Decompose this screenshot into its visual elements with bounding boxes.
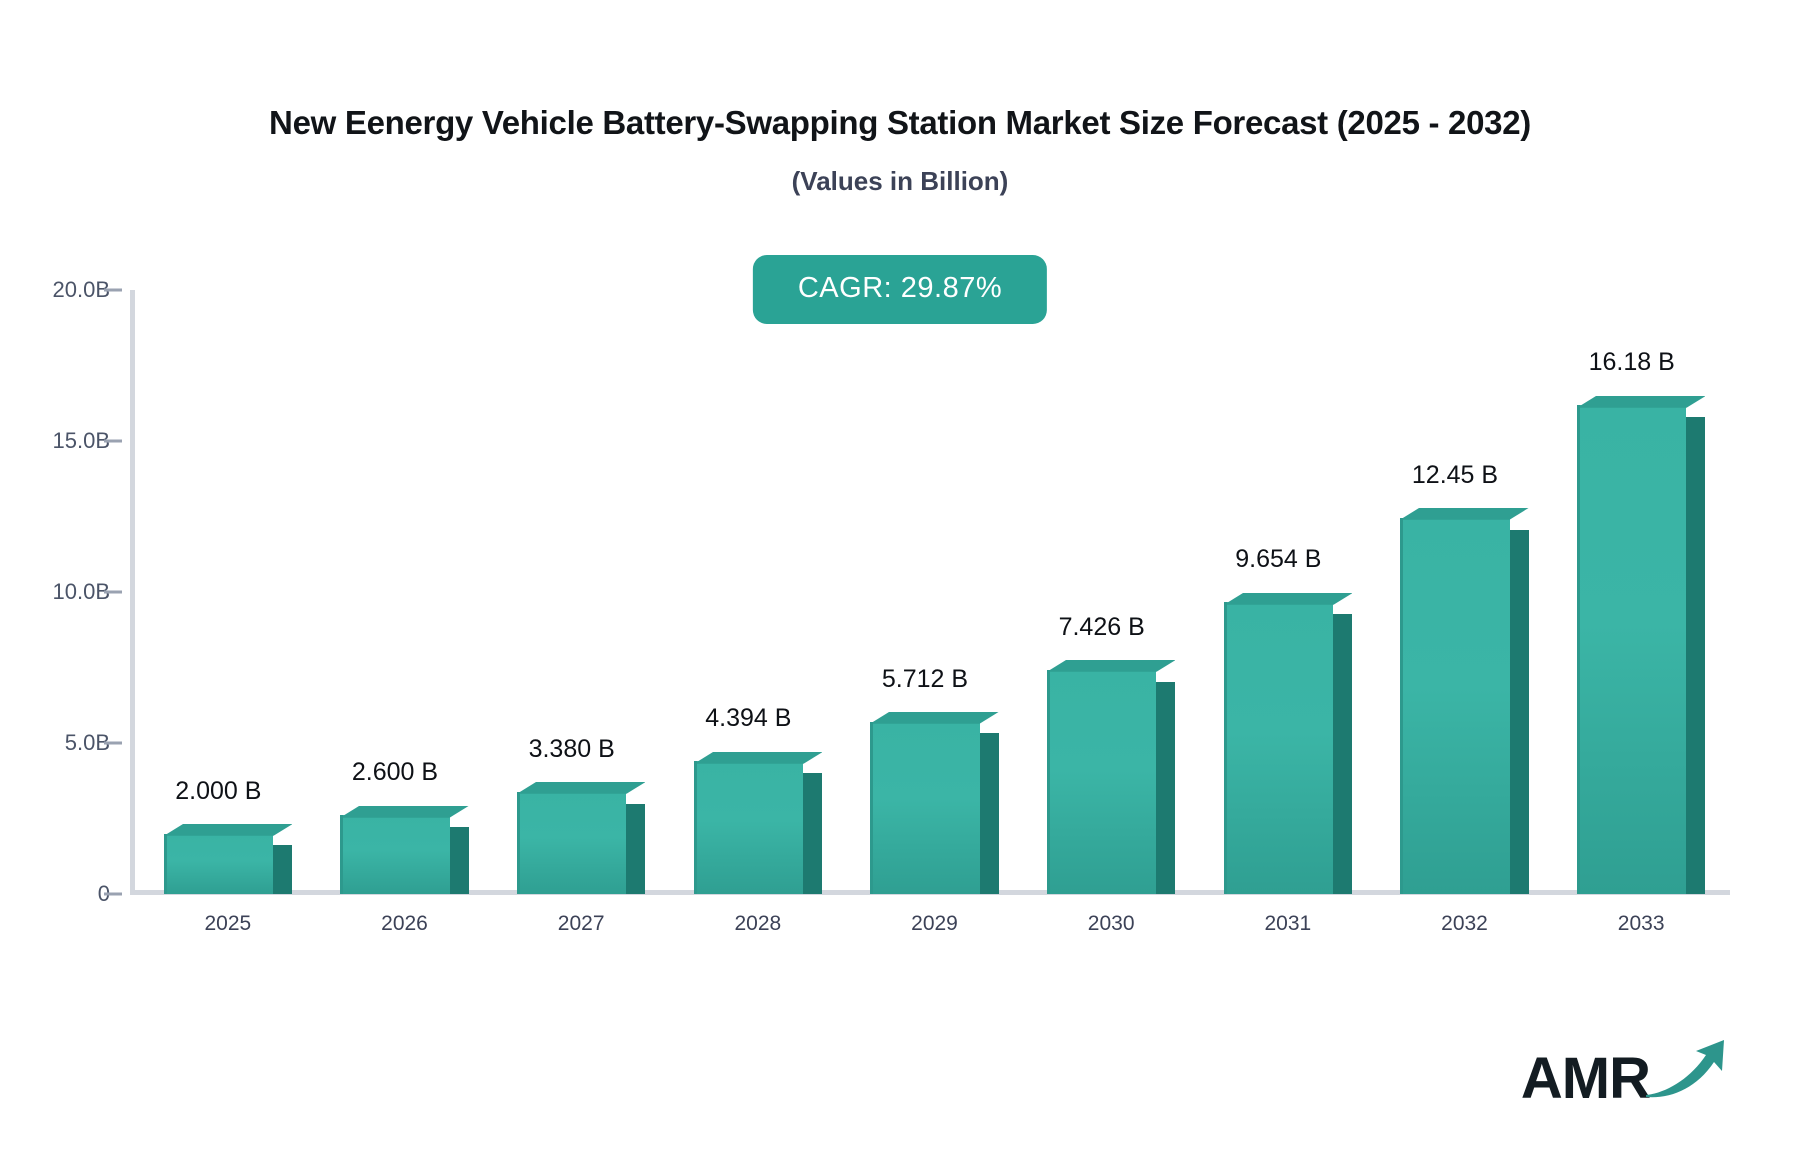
bar-value-label: 7.426 B xyxy=(1058,612,1145,641)
bar-2029[interactable]: 5.712 B xyxy=(870,665,999,894)
bar-side-face xyxy=(449,827,469,894)
y-axis-tick-label: 15.0B xyxy=(52,428,111,453)
bar-front-face xyxy=(340,815,450,894)
plot-area: 2.000 B 2.600 B 3.380 B 4.394 B 5.712 B 7.426… xyxy=(130,290,1720,894)
bar-side-face xyxy=(1686,417,1706,894)
y-axis-tick-mark xyxy=(104,590,122,594)
bar-left-edge xyxy=(163,833,167,894)
bar-value-label: 2.000 B xyxy=(175,776,262,805)
bar-top-face xyxy=(340,805,469,818)
bar-2032[interactable]: 12.45 B xyxy=(1400,461,1529,894)
x-axis-label-2028: 2028 xyxy=(734,912,782,935)
x-axis-label-2030: 2030 xyxy=(1087,912,1135,935)
bar-2027[interactable]: 3.380 B xyxy=(516,735,646,894)
bar-value-label: 16.18 B xyxy=(1588,348,1675,377)
bar-2028[interactable]: 4.394 B xyxy=(693,704,823,894)
y-axis-tick-mark xyxy=(104,741,122,745)
y-axis-tick-label: 20.0B xyxy=(52,277,111,302)
x-axis-label-2025: 2025 xyxy=(204,912,252,935)
bar-side-face xyxy=(803,773,823,894)
bar-left-edge xyxy=(693,761,697,894)
bar-value-label: 3.380 B xyxy=(528,734,615,763)
bar-side-face xyxy=(273,845,293,894)
bar-2025[interactable]: 2.000 B xyxy=(163,777,293,894)
y-axis-tick-mark xyxy=(104,439,122,443)
chart-subtitle: (Values in Billion) xyxy=(791,166,1009,196)
cagr-badge: CAGR: 29.87% xyxy=(752,255,1048,324)
bar-front-face xyxy=(163,833,274,894)
x-axis-label-2032: 2032 xyxy=(1441,912,1488,935)
bar-side-face xyxy=(626,803,646,894)
x-axis-label-2033: 2033 xyxy=(1617,912,1665,935)
y-axis-tick-label: 0 xyxy=(0,881,110,907)
bar-front-face xyxy=(870,721,980,894)
y-axis-tick-label: 10.0B xyxy=(52,579,111,604)
bar-side-face xyxy=(1509,529,1529,894)
bar-side-face xyxy=(1156,681,1176,894)
bar-value-label: 9.654 B xyxy=(1235,545,1322,574)
y-axis-line xyxy=(130,290,135,894)
bar-front-face xyxy=(1576,405,1687,894)
bar-value-label: 4.394 B xyxy=(705,704,792,733)
x-axis-label-2027: 2027 xyxy=(557,912,605,935)
y-axis-tick-label: 5.0B xyxy=(64,730,110,755)
bar-top-face xyxy=(1576,395,1706,408)
bar-front-face xyxy=(1046,669,1157,894)
bar-left-edge xyxy=(870,721,874,894)
bar-left-edge xyxy=(340,815,344,894)
x-axis-label-2031: 2031 xyxy=(1264,912,1312,935)
x-axis-label-2029: 2029 xyxy=(911,912,958,935)
bar-left-edge xyxy=(1576,405,1580,894)
bar-front-face xyxy=(693,761,804,894)
bar-top-face xyxy=(163,823,293,836)
bar-2030[interactable]: 7.426 B xyxy=(1046,613,1176,894)
y-axis-tick-mark xyxy=(104,892,122,896)
bar-top-face xyxy=(1046,659,1176,672)
bar-top-face xyxy=(1223,592,1353,605)
page-title: New Eenergy Vehicle Battery-Swapping Sta… xyxy=(269,104,1531,141)
y-axis-tick-mark xyxy=(104,288,122,292)
logo-text: AMR xyxy=(1520,1046,1651,1111)
bar-left-edge xyxy=(1046,669,1050,894)
bar-left-edge xyxy=(516,791,520,894)
bar-side-face xyxy=(979,733,999,894)
bar-value-label: 5.712 B xyxy=(881,664,969,693)
bar-top-face xyxy=(870,711,999,724)
bar-left-edge xyxy=(1223,602,1227,894)
bar-left-edge xyxy=(1400,518,1404,894)
bar-top-face xyxy=(1400,507,1529,521)
bar-value-label: 2.600 B xyxy=(351,758,439,787)
bar-value-label: 12.45 B xyxy=(1411,461,1499,490)
up-arrow-icon xyxy=(1644,1037,1730,1104)
x-axis-label-2026: 2026 xyxy=(381,912,428,935)
bar-top-face xyxy=(693,751,823,764)
bar-2026[interactable]: 2.600 B xyxy=(340,758,469,894)
bar-front-face xyxy=(1223,602,1334,894)
bar-top-face xyxy=(516,781,646,795)
bar-side-face xyxy=(1333,614,1353,894)
bar-2031[interactable]: 9.654 B xyxy=(1223,545,1353,894)
bar-front-face xyxy=(516,791,627,894)
bar-2033[interactable]: 16.18 B xyxy=(1576,348,1706,894)
bar-front-face xyxy=(1400,518,1510,894)
amr-logo: AMR xyxy=(1521,1037,1730,1108)
